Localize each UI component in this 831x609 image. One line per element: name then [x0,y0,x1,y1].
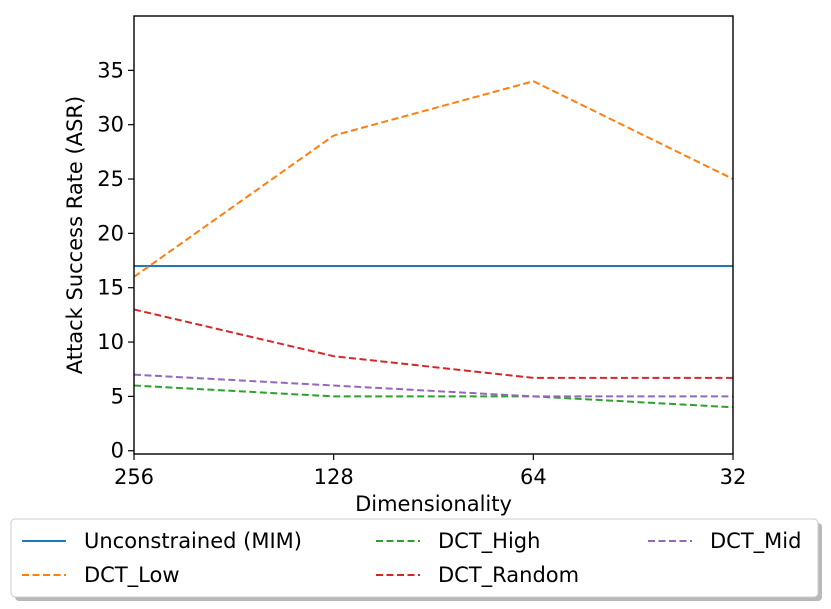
y-axis: 0 5 10 15 20 25 30 35 [97,58,134,463]
plot-frame [133,15,734,455]
x-tick-label: 256 [114,465,154,489]
y-tick-label: 30 [97,113,124,137]
y-tick-label: 0 [111,439,124,463]
legend: Unconstrained (MIM) DCT_Low DCT_High DCT_Ra… [10,518,822,601]
series-line-dct-random [133,308,733,379]
series-line-dct-mid [133,373,733,398]
x-axis: 256 128 64 32 [114,454,746,489]
legend-label: DCT_Random [438,563,579,588]
x-axis-title: Dimensionality [355,492,512,516]
y-axis-title: Attack Success Rate (ASR) [63,96,87,374]
y-tick-label: 25 [97,167,124,191]
x-tick-label: 128 [314,465,354,489]
x-tick-label: 32 [720,465,747,489]
y-tick-label: 10 [97,330,124,354]
legend-label: DCT_Mid [710,529,801,554]
legend-label: DCT_High [438,529,540,554]
legend-label: DCT_Low [84,563,180,588]
y-tick-label: 35 [97,58,124,82]
y-tick-label: 20 [97,221,124,245]
legend-box [10,518,819,598]
legend-label: Unconstrained (MIM) [84,529,302,553]
plot-lines [133,80,734,409]
series-line-dct-low [133,80,734,278]
y-tick-label: 5 [111,384,124,408]
series-line-dct-high [133,384,734,409]
x-tick-label: 64 [520,465,547,489]
y-tick-label: 15 [97,276,124,300]
